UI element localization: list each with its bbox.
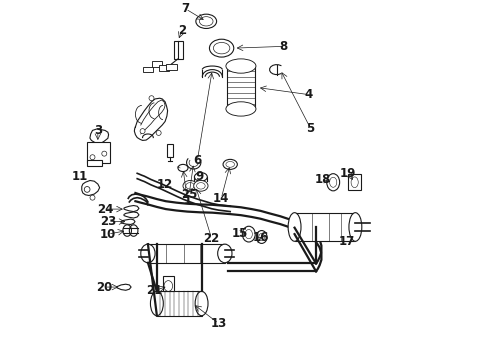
Text: 10: 10 xyxy=(100,228,116,240)
Bar xyxy=(226,66,255,109)
Text: 7: 7 xyxy=(181,2,189,15)
Ellipse shape xyxy=(225,59,255,73)
Ellipse shape xyxy=(183,180,197,191)
Ellipse shape xyxy=(226,103,255,115)
Bar xyxy=(165,64,176,69)
Polygon shape xyxy=(117,284,131,290)
Text: 8: 8 xyxy=(279,40,287,53)
Text: 19: 19 xyxy=(339,167,356,180)
Ellipse shape xyxy=(226,60,255,72)
Bar xyxy=(87,142,110,163)
Text: 13: 13 xyxy=(210,317,226,330)
Text: 25: 25 xyxy=(181,188,197,201)
Ellipse shape xyxy=(348,213,361,241)
Ellipse shape xyxy=(90,155,95,160)
Polygon shape xyxy=(81,180,100,195)
Bar xyxy=(294,213,355,241)
Bar xyxy=(148,244,224,263)
Polygon shape xyxy=(124,212,139,218)
Bar xyxy=(159,65,168,71)
Bar xyxy=(157,291,201,316)
Bar xyxy=(143,67,152,72)
Ellipse shape xyxy=(193,180,207,191)
Ellipse shape xyxy=(84,186,90,192)
Text: 3: 3 xyxy=(94,124,102,137)
Text: 21: 21 xyxy=(146,284,162,297)
Text: 12: 12 xyxy=(157,177,173,190)
Text: 20: 20 xyxy=(96,280,112,293)
Ellipse shape xyxy=(217,244,231,263)
Ellipse shape xyxy=(194,172,207,181)
Text: 23: 23 xyxy=(100,215,116,228)
Ellipse shape xyxy=(102,151,106,156)
Ellipse shape xyxy=(195,291,207,316)
Ellipse shape xyxy=(178,165,187,171)
Bar xyxy=(163,276,173,291)
Text: 14: 14 xyxy=(213,192,229,205)
Text: 6: 6 xyxy=(193,154,201,167)
Bar xyxy=(152,61,161,67)
Ellipse shape xyxy=(141,244,155,263)
Text: 15: 15 xyxy=(231,227,248,240)
Ellipse shape xyxy=(256,230,266,243)
Text: 16: 16 xyxy=(252,231,268,244)
Text: 11: 11 xyxy=(72,170,88,183)
Ellipse shape xyxy=(326,174,339,191)
Ellipse shape xyxy=(287,213,301,241)
Ellipse shape xyxy=(156,130,161,135)
Bar xyxy=(173,41,182,59)
Ellipse shape xyxy=(150,291,163,316)
Text: 4: 4 xyxy=(304,88,312,101)
Text: 2: 2 xyxy=(178,24,185,37)
Text: 5: 5 xyxy=(306,122,314,135)
Text: 24: 24 xyxy=(97,203,113,216)
Polygon shape xyxy=(121,219,135,225)
Text: 9: 9 xyxy=(195,170,203,183)
Bar xyxy=(347,174,360,190)
Ellipse shape xyxy=(140,129,145,134)
Text: 18: 18 xyxy=(314,173,330,186)
Text: 1: 1 xyxy=(183,194,191,207)
Polygon shape xyxy=(124,206,139,212)
Ellipse shape xyxy=(242,226,255,242)
Ellipse shape xyxy=(223,159,237,170)
Polygon shape xyxy=(90,129,108,144)
Bar xyxy=(166,144,173,157)
Text: 22: 22 xyxy=(203,232,219,245)
Ellipse shape xyxy=(225,102,255,116)
Text: 17: 17 xyxy=(338,235,354,248)
Bar xyxy=(87,160,102,166)
Ellipse shape xyxy=(149,96,154,101)
Ellipse shape xyxy=(90,195,95,200)
